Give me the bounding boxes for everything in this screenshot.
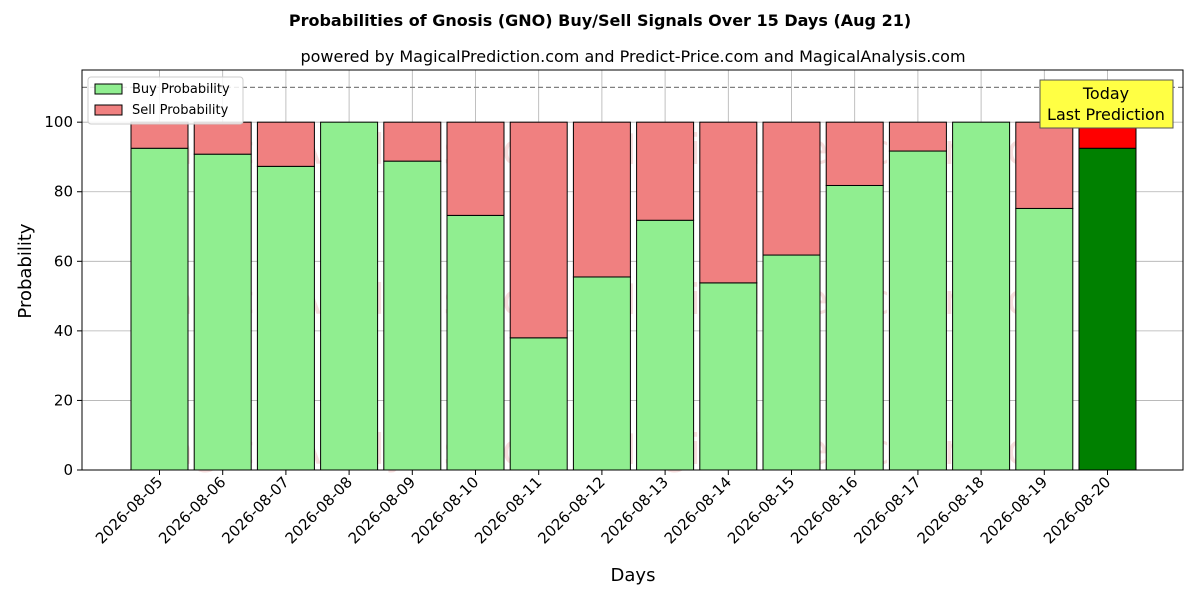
- annotation-box: [1039, 79, 1174, 129]
- y-tick-label: 60: [54, 252, 73, 270]
- today-annotation: Today Last Prediction: [1039, 79, 1174, 129]
- legend-sell-label: Sell Probability: [132, 103, 229, 118]
- y-tick-label: 40: [54, 322, 73, 340]
- legend: Buy Probability Sell Probability: [87, 76, 244, 125]
- chart-title: Probabilities of Gnosis (GNO) Buy/Sell S…: [289, 11, 911, 30]
- bar-buy: [636, 219, 695, 471]
- bar-sell: [193, 121, 252, 155]
- bar-buy: [699, 282, 758, 471]
- bar-sell: [636, 121, 695, 221]
- x-tick-label: 2026-08-11: [471, 473, 545, 547]
- x-tick-label: 2026-08-07: [218, 473, 292, 547]
- x-tick-label: 2026-08-05: [92, 473, 166, 547]
- bar-buy: [256, 165, 315, 471]
- bar-sell: [383, 121, 442, 162]
- legend-sell-swatch: [94, 104, 123, 116]
- bar-buy: [952, 121, 1011, 471]
- bar-buy: [383, 160, 442, 471]
- x-tick-label: 2026-08-18: [914, 473, 988, 547]
- bar-buy: [825, 184, 884, 471]
- legend-buy-label: Buy Probability: [132, 82, 230, 97]
- bar-sell: [1015, 121, 1074, 209]
- legend-buy-swatch: [94, 83, 123, 95]
- x-tick-label: 2026-08-15: [724, 473, 798, 547]
- annotation-line2: Last Prediction: [1047, 105, 1165, 124]
- x-axis: 2026-08-052026-08-062026-08-072026-08-08…: [92, 470, 1114, 547]
- bar-sell: [762, 121, 821, 256]
- y-axis-label: Probability: [15, 223, 36, 318]
- x-tick-label: 2026-08-08: [282, 473, 356, 547]
- bar-sell: [888, 121, 947, 152]
- x-tick-label: 2026-08-20: [1040, 473, 1114, 547]
- x-tick-label: 2026-08-12: [534, 473, 608, 547]
- bar-buy: [762, 254, 821, 471]
- y-tick-label: 0: [63, 461, 73, 479]
- bar-buy: [1015, 207, 1074, 471]
- chart-subtitle: powered by MagicalPrediction.com and Pre…: [300, 47, 965, 66]
- plot-frame: [81, 69, 1184, 471]
- x-tick-label: 2026-08-13: [598, 473, 672, 547]
- x-tick-label: 2026-08-14: [661, 473, 735, 547]
- x-tick-label: 2026-08-17: [850, 473, 924, 547]
- bar-buy: [320, 121, 379, 471]
- y-tick-label: 20: [54, 391, 73, 409]
- bar-sell: [825, 121, 884, 186]
- y-axis: 0 20 40 60 80 100: [44, 113, 82, 479]
- x-tick-label: 2026-08-06: [155, 473, 229, 547]
- bar-sell: [446, 121, 505, 216]
- bar-sell: [509, 121, 568, 339]
- x-tick-label: 2026-08-19: [977, 473, 1051, 547]
- bar-buy: [509, 337, 568, 471]
- bars: [130, 121, 1137, 471]
- x-tick-label: 2026-08-16: [787, 473, 861, 547]
- bar-buy: [446, 214, 505, 471]
- bar-buy: [572, 276, 631, 471]
- bar-buy: [130, 147, 189, 471]
- annotation-line1: Today: [1082, 84, 1129, 103]
- legend-box: [87, 76, 244, 125]
- bar-buy: [193, 153, 252, 471]
- bar-buy: [1078, 147, 1137, 471]
- bar-sell: [256, 121, 315, 167]
- x-axis-label: Days: [611, 565, 656, 586]
- bar-sell: [572, 121, 631, 278]
- bar-sell: [130, 121, 189, 149]
- bar-buy: [888, 150, 947, 471]
- y-tick-label: 80: [54, 183, 73, 201]
- x-tick-label: 2026-08-09: [345, 473, 419, 547]
- y-tick-label: 100: [44, 113, 73, 131]
- x-tick-label: 2026-08-10: [408, 473, 482, 547]
- bar-sell: [699, 121, 758, 284]
